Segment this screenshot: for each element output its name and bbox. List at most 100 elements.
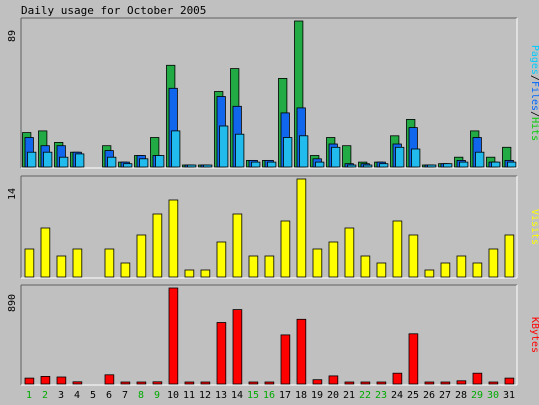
bar-pages-day-19: [315, 161, 325, 168]
bar-pages-day-11: [187, 164, 197, 168]
bar-kbytes-day-28: [456, 380, 467, 385]
bar-kbytes-day-14: [232, 309, 243, 385]
y-axis-max-label: 14: [7, 188, 18, 200]
bar-pages-day-20: [331, 146, 341, 168]
bar-pages-day-23: [379, 163, 389, 168]
bar-kbytes-day-16: [264, 381, 275, 385]
x-tick-label: 6: [106, 390, 112, 401]
series-label: KBytes: [529, 317, 539, 353]
series-label-part: /: [529, 75, 539, 81]
bar-pages-day-17: [283, 137, 293, 168]
panel-kbytes: 890 KBytes: [7, 284, 539, 386]
x-tick-label: 24: [391, 390, 403, 401]
bar-pages-day-2: [43, 151, 53, 168]
x-tick-label: 12: [199, 390, 211, 401]
x-tick-label: 28: [455, 390, 467, 401]
bar-visits-day-21: [344, 227, 355, 278]
bar-kbytes-day-10: [168, 287, 179, 385]
bar-visits-day-24: [392, 220, 403, 278]
x-tick-label: 11: [183, 390, 195, 401]
x-tick-label: 19: [311, 390, 323, 401]
x-tick-label: 2: [42, 390, 48, 401]
bar-kbytes-day-8: [136, 381, 147, 385]
x-tick-label: 5: [90, 390, 96, 401]
bar-pages-day-6: [107, 156, 117, 168]
bar-visits-day-22: [360, 255, 371, 278]
series-label: Pages/Files/Hits: [529, 45, 539, 141]
bar-visits-day-3: [56, 255, 67, 278]
bar-kbytes-day-19: [312, 379, 323, 385]
x-tick-label: 20: [327, 390, 339, 401]
bar-visits-day-15: [248, 255, 259, 278]
bar-pages-day-14: [235, 133, 245, 168]
bar-visits-day-8: [136, 234, 147, 278]
bar-pages-day-3: [59, 156, 69, 168]
x-tick-label: 14: [231, 390, 243, 401]
bar-visits-day-13: [216, 241, 227, 278]
bar-visits-day-4: [72, 248, 83, 278]
bar-visits-day-14: [232, 213, 243, 278]
bar-pages-day-8: [139, 158, 149, 168]
bar-pages-day-30: [491, 161, 501, 168]
bar-visits-day-1: [24, 248, 35, 278]
bar-kbytes-day-9: [152, 381, 163, 385]
bar-kbytes-day-23: [376, 381, 387, 385]
x-tick-label: 13: [215, 390, 227, 401]
x-tick-label: 7: [122, 390, 128, 401]
bar-visits-day-26: [424, 269, 435, 278]
y-axis-max-label: 890: [7, 294, 18, 312]
bar-kbytes-day-17: [280, 334, 291, 385]
bar-visits-day-29: [472, 262, 483, 278]
series-label: Visits: [529, 209, 539, 245]
panel-frame: [21, 18, 517, 168]
x-tick-label: 21: [343, 390, 355, 401]
bar-pages-day-26: [427, 164, 437, 168]
bar-visits-day-17: [280, 220, 291, 278]
x-tick-label: 25: [407, 390, 419, 401]
bar-kbytes-day-18: [296, 318, 307, 385]
bar-visits-day-27: [440, 262, 451, 278]
bar-pages-day-24: [395, 146, 405, 168]
bar-kbytes-day-30: [488, 381, 499, 385]
bar-kbytes-day-27: [440, 381, 451, 385]
bar-pages-day-7: [123, 163, 133, 168]
bar-kbytes-day-12: [200, 381, 211, 385]
bar-visits-day-16: [264, 255, 275, 278]
bar-kbytes-day-31: [504, 377, 515, 385]
bar-visits-day-11: [184, 269, 195, 278]
bar-visits-day-10: [168, 199, 179, 278]
bar-kbytes-day-21: [344, 381, 355, 385]
series-label-part: KBytes: [529, 317, 539, 353]
bar-visits-day-30: [488, 248, 499, 278]
bar-kbytes-day-6: [104, 374, 115, 385]
x-tick-label: 8: [138, 390, 144, 401]
x-tick-label: 9: [154, 390, 160, 401]
bar-pages-day-28: [459, 161, 469, 168]
bar-pages-day-27: [443, 163, 453, 168]
bar-pages-day-10: [171, 130, 181, 168]
bar-kbytes-day-15: [248, 381, 259, 385]
bar-kbytes-day-3: [56, 376, 67, 385]
x-axis-labels: 1 2 3 4 5 6 7 8 9 10 11 12 13 14 15 16 17 18 19 20 21 22 23 24 2…: [26, 390, 515, 401]
bar-visits-day-7: [120, 262, 131, 278]
bar-kbytes-day-4: [72, 381, 83, 385]
bar-pages-day-13: [219, 125, 229, 168]
bar-kbytes-day-2: [40, 375, 51, 385]
bar-pages-day-22: [363, 164, 373, 168]
series-label-part: Pages: [529, 45, 539, 75]
bar-pages-day-4: [75, 153, 85, 168]
bar-visits-day-25: [408, 234, 419, 278]
bar-visits-day-18: [296, 178, 307, 278]
x-tick-label: 22: [359, 390, 371, 401]
bar-visits-day-6: [104, 248, 115, 278]
bar-visits-day-28: [456, 255, 467, 278]
x-tick-label: 15: [247, 390, 259, 401]
series-label-part: /: [529, 111, 539, 117]
bar-pages-day-31: [507, 161, 517, 168]
bar-visits-day-19: [312, 248, 323, 278]
x-tick-label: 30: [487, 390, 499, 401]
x-tick-label: 17: [279, 390, 291, 401]
bar-kbytes-day-24: [392, 372, 403, 385]
